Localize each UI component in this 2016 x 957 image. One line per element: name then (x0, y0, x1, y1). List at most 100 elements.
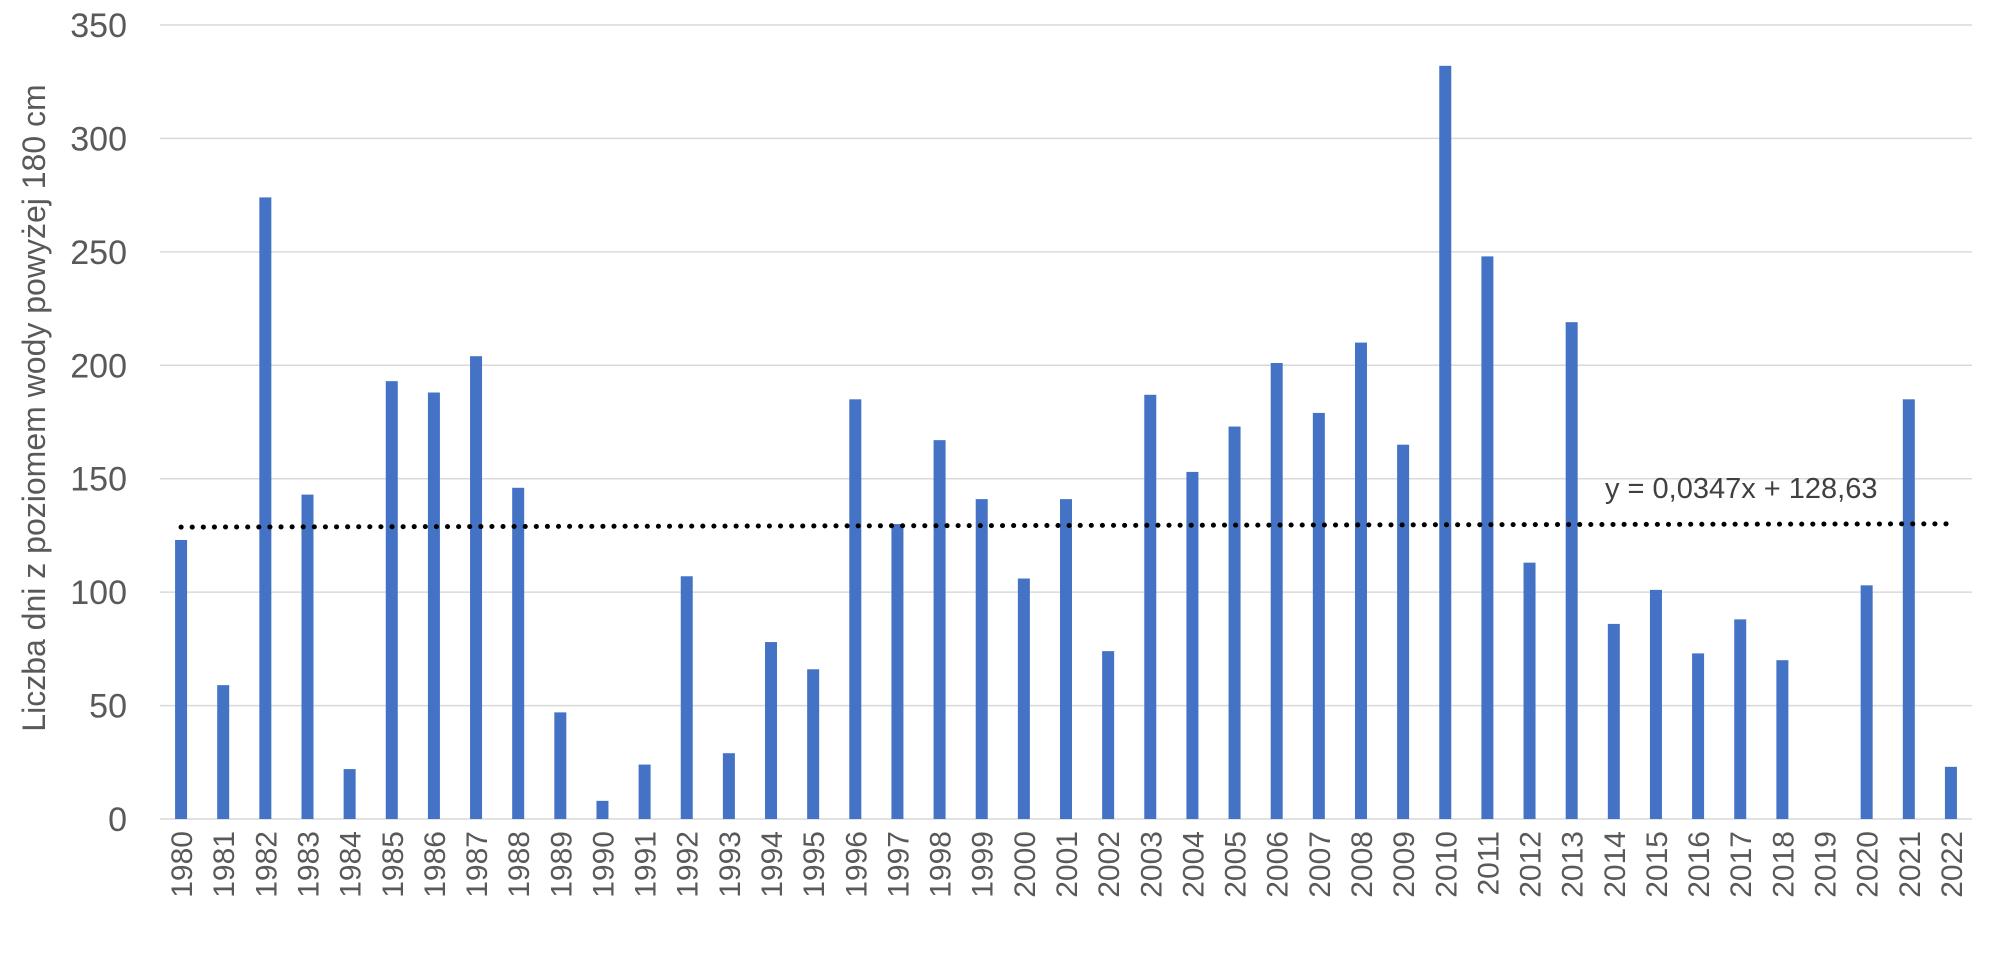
bar-1992 (680, 576, 693, 819)
x-tick-label: 2011 (1472, 831, 1505, 896)
bar-2021 (1902, 399, 1915, 819)
bar-2004 (1186, 471, 1199, 819)
trendline (178, 521, 1954, 530)
y-tick-label: 100 (70, 574, 127, 612)
x-tick-label: 2002 (1093, 831, 1126, 898)
x-tick-label: 1991 (630, 831, 663, 898)
trendline-equation: y = 0,0347x + 128,63 (1605, 473, 1878, 505)
bar-1988 (512, 487, 525, 819)
bar-1987 (470, 356, 483, 819)
bar-2015 (1649, 589, 1662, 819)
bar-1981 (217, 685, 230, 819)
x-tick-label: 2018 (1767, 831, 1800, 898)
bar-2014 (1607, 623, 1620, 819)
y-axis-title: Liczba dni z poziomem wody powyżej 180 c… (16, 84, 52, 731)
x-tick-label: 1993 (714, 831, 747, 898)
x-tick-label: 1980 (166, 831, 199, 898)
bar-1989 (554, 712, 567, 819)
bar-1998 (933, 440, 946, 819)
x-tick-label: 2010 (1430, 831, 1463, 898)
x-tick-label: 1981 (208, 831, 241, 898)
bar-1980 (175, 539, 188, 819)
bar-1997 (891, 524, 904, 819)
trendline-path (178, 521, 1954, 530)
x-tick-label: 1988 (503, 831, 536, 898)
bar-2007 (1312, 412, 1325, 819)
x-tick-label: 2014 (1599, 831, 1632, 898)
bar-2009 (1397, 444, 1410, 819)
x-tick-label: 2008 (1346, 831, 1379, 898)
bar-1982 (259, 197, 272, 819)
x-tick-label: 2000 (1009, 831, 1042, 898)
x-tick-label: 1983 (292, 831, 325, 898)
x-tick-label: 2021 (1894, 831, 1927, 898)
y-tick-label: 200 (70, 347, 127, 385)
bar-2000 (1017, 578, 1030, 819)
bar-2008 (1354, 342, 1367, 819)
bar-1984 (343, 769, 356, 819)
x-tick-label: 1995 (798, 831, 831, 898)
x-tick-label: 1985 (377, 831, 410, 898)
bar-2020 (1860, 585, 1873, 819)
bar-1990 (596, 800, 609, 819)
bar-1986 (427, 392, 440, 819)
bar-2001 (1060, 499, 1072, 819)
bar-1994 (765, 642, 778, 819)
bar-2018 (1776, 660, 1789, 819)
x-tick-label: 1989 (545, 831, 578, 898)
x-tick-label: 2009 (1388, 831, 1421, 898)
y-tick-label: 150 (70, 461, 127, 499)
x-tick-label: 1998 (925, 831, 958, 898)
x-tick-label: 1990 (587, 831, 620, 898)
x-tick-label: 2016 (1683, 831, 1716, 898)
bar-1993 (722, 753, 735, 819)
bar-2011 (1481, 256, 1494, 819)
x-tick-label: 2001 (1051, 831, 1084, 898)
x-tick-label: 2019 (1810, 831, 1843, 898)
bar-2012 (1523, 562, 1536, 819)
y-tick-label: 250 (70, 234, 127, 272)
y-tick-label: 350 (70, 7, 127, 45)
x-tick-label: 1982 (250, 831, 283, 898)
x-tick-label: 2020 (1852, 831, 1885, 898)
bar-2006 (1270, 363, 1283, 819)
x-tick-label: 2006 (1262, 831, 1295, 898)
x-tick-label: 2007 (1304, 831, 1337, 898)
bar-2022 (1944, 766, 1957, 819)
bar-1983 (301, 494, 314, 819)
bar-2013 (1565, 322, 1578, 819)
x-tick-label: 2003 (1135, 831, 1168, 898)
y-tick-label: 0 (108, 801, 127, 839)
x-tick-label: 1996 (840, 831, 873, 898)
x-tick-label: 2022 (1936, 831, 1969, 898)
bar-2010 (1439, 65, 1452, 819)
x-tick-label: 1994 (756, 831, 789, 898)
x-tick-label: 1987 (461, 831, 494, 898)
bar-1999 (975, 499, 988, 819)
bar-1996 (849, 399, 862, 819)
y-tick-label: 300 (70, 120, 127, 158)
bar-2002 (1102, 651, 1115, 819)
y-axis-ticks: 0 50 100 150 200 250 300 350 (70, 7, 127, 839)
bar-1991 (638, 764, 651, 819)
bar-2017 (1734, 619, 1747, 819)
x-tick-label: 2004 (1177, 831, 1210, 898)
x-tick-label: 1984 (335, 831, 368, 898)
x-tick-label: 2013 (1557, 831, 1590, 898)
x-tick-label: 1992 (672, 831, 705, 898)
x-tick-label: 2005 (1220, 831, 1253, 898)
x-axis-ticks: 1980 1981 1982 1983 1984 1985 1986 1987 1988 1989… (166, 831, 1969, 898)
x-tick-label: 2017 (1725, 831, 1758, 898)
bar-2005 (1228, 426, 1241, 819)
bar-2003 (1144, 394, 1157, 819)
y-tick-label: 50 (89, 688, 127, 726)
x-tick-label: 2015 (1641, 831, 1674, 898)
x-tick-label: 1986 (419, 831, 452, 898)
x-tick-label: 1997 (882, 831, 915, 898)
x-tick-label: 1999 (967, 831, 1000, 898)
bar-1985 (385, 381, 398, 819)
x-tick-label: 2012 (1515, 831, 1548, 898)
bar-2016 (1692, 653, 1705, 819)
bar-1995 (807, 669, 820, 819)
